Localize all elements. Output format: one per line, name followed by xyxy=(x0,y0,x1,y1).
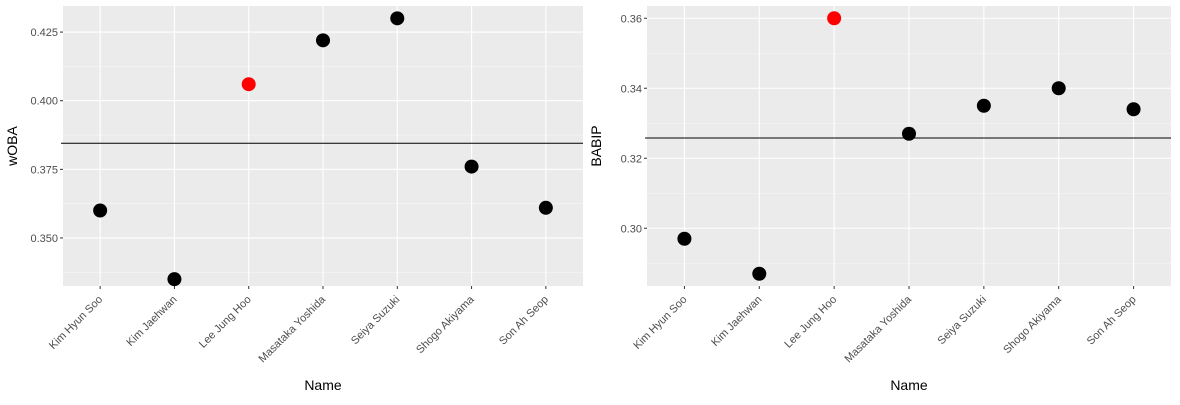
x-axis-title: Name xyxy=(890,377,928,393)
data-point xyxy=(93,203,108,218)
x-axis-title: Name xyxy=(304,377,342,393)
y-tick-label: 0.30 xyxy=(621,223,642,235)
x-tick-label: Lee Jung Hoo xyxy=(782,294,839,351)
x-tick-label: Shogo Akiyama xyxy=(1001,293,1064,356)
data-point xyxy=(464,159,479,174)
y-tick-label: 0.350 xyxy=(30,233,58,245)
y-tick-label: 0.425 xyxy=(30,27,58,39)
x-tick-label: Shogo Akiyama xyxy=(414,293,477,356)
x-tick-label: Masataka Yoshida xyxy=(842,293,914,365)
data-point xyxy=(1126,102,1141,117)
data-point xyxy=(752,266,767,281)
x-tick-label: Lee Jung Hoo xyxy=(197,294,254,351)
x-tick-label: Kim Hyun Soo xyxy=(47,294,105,352)
y-tick-label: 0.34 xyxy=(621,83,642,95)
y-tick-label: 0.400 xyxy=(30,96,58,108)
data-point xyxy=(677,231,692,246)
x-tick-label: Kim Hyun Soo xyxy=(631,294,689,352)
x-tick-label: Son Ah Seop xyxy=(1085,294,1139,348)
data-point xyxy=(167,272,182,287)
data-point xyxy=(976,98,991,113)
data-point xyxy=(1051,81,1066,96)
y-tick-label: 0.32 xyxy=(621,153,642,165)
y-tick-label: 0.36 xyxy=(621,13,642,25)
x-tick-label: Kim Jaehwan xyxy=(124,294,179,349)
y-axis-title: BABIP xyxy=(588,125,604,166)
x-tick-label: Son Ah Seop xyxy=(497,294,551,348)
y-tick-label: 0.375 xyxy=(30,164,58,176)
data-point xyxy=(902,126,916,141)
data-point xyxy=(241,77,256,92)
x-tick-label: Masataka Yoshida xyxy=(256,293,328,365)
x-tick-label: Seiya Suzuki xyxy=(349,294,402,347)
y-axis-title: wOBA xyxy=(4,126,20,167)
data-point xyxy=(538,200,553,215)
chart-panel-2: 0.30 0.32 0.34 0.36 Kim Hyun Soo Kim Jaehwan L… xyxy=(588,6,1171,393)
x-tick-label: Kim Jaehwan xyxy=(709,294,764,349)
data-point xyxy=(827,11,842,26)
chart-panel-1: 0.350 0.375 0.400 0.425 Kim Hyun Soo Kim Jaeh… xyxy=(4,6,583,393)
x-tick-label: Seiya Suzuki xyxy=(936,294,989,347)
data-point xyxy=(316,33,330,48)
data-point xyxy=(390,11,405,26)
